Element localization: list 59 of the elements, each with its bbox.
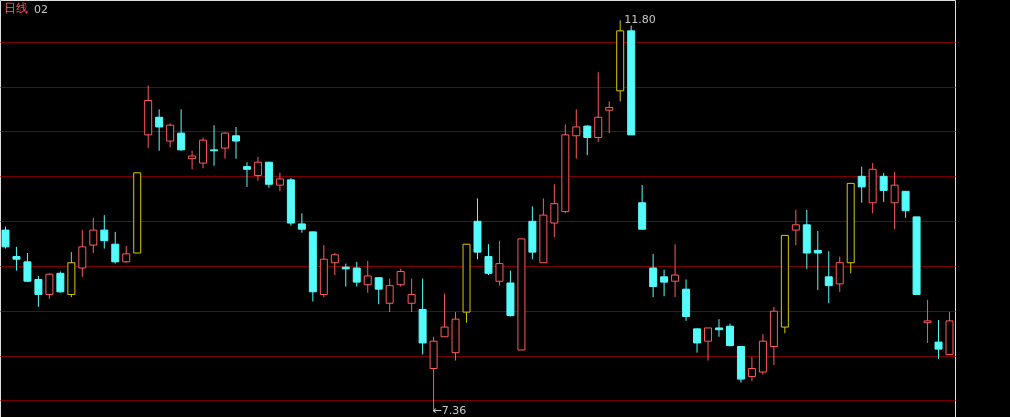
- annotation: ←7.36: [432, 403, 467, 417]
- candlestick: [166, 122, 175, 148]
- candlestick: [484, 243, 493, 276]
- candlestick: [56, 271, 65, 294]
- candlestick: [857, 166, 866, 204]
- candlestick: [34, 275, 43, 308]
- candlestick: [297, 212, 306, 234]
- candlestick: [572, 108, 581, 160]
- candlestick: [824, 250, 833, 304]
- candlestick: [923, 299, 932, 344]
- candlestick: [934, 319, 943, 360]
- candlestick: [583, 124, 592, 156]
- candlestick: [835, 256, 844, 293]
- candlestick: [330, 252, 339, 276]
- candlestick: [605, 100, 614, 134]
- candlestick: [177, 108, 186, 152]
- candlestick: [374, 277, 383, 305]
- candlestick: [352, 261, 361, 288]
- candlestick: [264, 161, 273, 189]
- candlestick: [747, 356, 756, 382]
- candlestick: [791, 209, 800, 246]
- candlestick: [341, 263, 350, 288]
- candlestick: [813, 230, 822, 291]
- candlestick: [199, 137, 208, 169]
- candlestick: [242, 161, 251, 188]
- candlestick: [188, 150, 197, 170]
- candlestick: [495, 240, 504, 287]
- annotation: 11.80: [624, 13, 656, 27]
- candlestick: [78, 229, 87, 278]
- candlestick: [901, 190, 910, 219]
- candlestick: [155, 108, 164, 152]
- candlestick: [879, 172, 888, 203]
- candlestick: [12, 246, 21, 272]
- candlestick: [275, 172, 284, 192]
- candlestick: [440, 293, 449, 338]
- candlestick: [594, 71, 603, 143]
- candlestick: [890, 171, 899, 230]
- candlestick: [550, 183, 559, 238]
- chart-subtitle: 02: [34, 3, 48, 16]
- candlestick: [693, 328, 702, 354]
- candlestick: [660, 269, 669, 297]
- candlestick: [385, 278, 394, 313]
- candlestick: [210, 124, 219, 167]
- candlestick: [671, 243, 680, 298]
- candlestick: [100, 214, 109, 250]
- candlestick: [111, 231, 120, 265]
- candlestick: [253, 156, 262, 182]
- candlestick: [232, 126, 241, 160]
- chart-title: 日线: [4, 1, 28, 15]
- candlestick: [704, 327, 713, 362]
- candlestick: [649, 253, 658, 298]
- candlestick: [89, 217, 98, 254]
- candlestick: [714, 318, 723, 338]
- candlestick: [45, 272, 54, 300]
- candlestick: [363, 260, 372, 294]
- candlestick: [221, 131, 230, 160]
- candlestick: [23, 252, 32, 283]
- candlestick: [407, 278, 416, 313]
- candlestick: [1, 226, 10, 250]
